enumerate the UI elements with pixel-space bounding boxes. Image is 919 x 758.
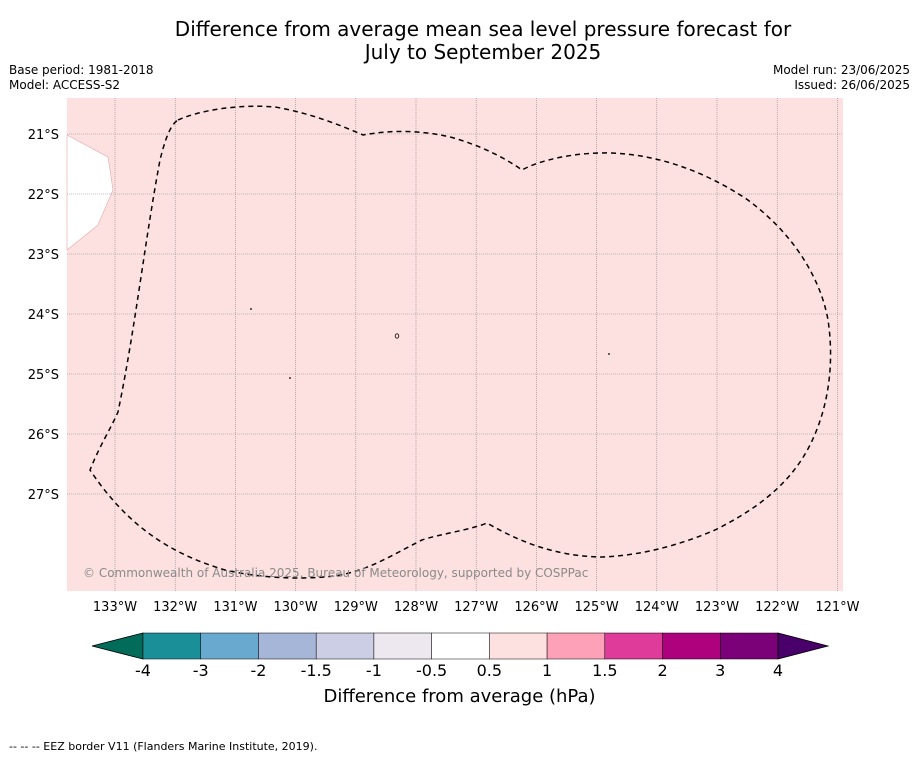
longitude-label: 122°W xyxy=(755,600,799,615)
colorbar-tick-label: -1.5 xyxy=(301,661,332,680)
colorbar-tick-label: 0.5 xyxy=(477,661,502,680)
colorbar-tick-label: 1 xyxy=(542,661,552,680)
map-title: Difference from average mean sea level p… xyxy=(0,18,919,64)
latitude-label: 26°S xyxy=(28,428,59,443)
colorbar-tick-label: -3 xyxy=(193,661,209,680)
colorbar-segment xyxy=(662,632,721,660)
longitude-label: 124°W xyxy=(635,600,679,615)
colorbar-segment xyxy=(258,632,317,660)
colorbar-tick-label: 4 xyxy=(773,661,783,680)
colorbar-tick-label: 3 xyxy=(715,661,725,680)
footer-note: -- -- -- EEZ border V11 (Flanders Marine… xyxy=(9,740,318,753)
colorbar-tick-label: -0.5 xyxy=(416,661,447,680)
colorbar-tick-label: 1.5 xyxy=(592,661,617,680)
colorbar-segment xyxy=(200,632,259,660)
longitude-labels: 133°W 132°W 131°W 130°W 129°W 128°W 127°W 126°W… xyxy=(93,600,860,615)
colorbar-segment xyxy=(373,632,432,660)
longitude-label: 125°W xyxy=(575,600,619,615)
colorbar-over-arrow xyxy=(777,632,830,660)
base-period: Base period: 1981-2018 xyxy=(9,63,154,77)
island xyxy=(608,353,610,355)
island xyxy=(250,308,252,310)
longitude-label: 129°W xyxy=(334,600,378,615)
colorbar-segment xyxy=(315,632,375,660)
colorbar-segment xyxy=(142,632,201,660)
latitude-label: 27°S xyxy=(28,488,59,503)
longitude-label: 131°W xyxy=(213,600,257,615)
left-meta: Base period: 1981-2018 Model: ACCESS-S2 xyxy=(9,63,154,93)
colorbar: -4 -3 -2 -1.5 -1 -0.5 0.5 1 1.5 2 3 4 xyxy=(91,632,830,680)
model-run: Model run: 23/06/2025 xyxy=(772,63,910,77)
eez-border xyxy=(89,105,832,579)
colorbar-segment xyxy=(489,632,548,660)
land-area xyxy=(66,134,114,251)
island xyxy=(289,377,291,379)
grid-lines xyxy=(67,98,843,591)
longitude-label: 133°W xyxy=(93,600,137,615)
latitude-labels: 21°S 22°S 23°S 24°S 25°S 26°S 27°S xyxy=(28,128,59,503)
colorbar-tick-label: -1 xyxy=(366,661,382,680)
colorbar-segment xyxy=(431,632,490,660)
colorbar-segment xyxy=(546,632,606,660)
longitude-label: 132°W xyxy=(153,600,197,615)
colorbar-segment xyxy=(604,632,663,660)
title-line-1: Difference from average mean sea level p… xyxy=(174,17,792,41)
colorbar-tick-label: -4 xyxy=(135,661,151,680)
longitude-label: 126°W xyxy=(514,600,558,615)
colorbar-under-arrow xyxy=(91,632,144,660)
latitude-label: 25°S xyxy=(28,368,59,383)
longitude-label: 128°W xyxy=(394,600,438,615)
colorbar-tick-label: 2 xyxy=(657,661,667,680)
longitude-label: 127°W xyxy=(454,600,498,615)
longitude-label: 121°W xyxy=(815,600,859,615)
issued-date: Issued: 26/06/2025 xyxy=(794,78,910,92)
longitude-label: 130°W xyxy=(274,600,318,615)
colorbar-tick-label: -2 xyxy=(250,661,266,680)
copyright-text: © Commonwealth of Australia 2025, Bureau… xyxy=(83,566,588,580)
colorbar-segment xyxy=(720,632,779,660)
latitude-label: 22°S xyxy=(28,188,59,203)
colorbar-title: Difference from average (hPa) xyxy=(323,686,596,707)
map-area xyxy=(67,98,843,591)
title-line-2: July to September 2025 xyxy=(364,40,602,64)
latitude-label: 23°S xyxy=(28,248,59,263)
latitude-label: 21°S xyxy=(28,128,59,143)
longitude-label: 123°W xyxy=(695,600,739,615)
model-name: Model: ACCESS-S2 xyxy=(9,78,121,92)
right-meta: Model run: 23/06/2025 Issued: 26/06/2025 xyxy=(773,63,910,93)
island xyxy=(394,333,400,339)
latitude-label: 24°S xyxy=(28,308,59,323)
